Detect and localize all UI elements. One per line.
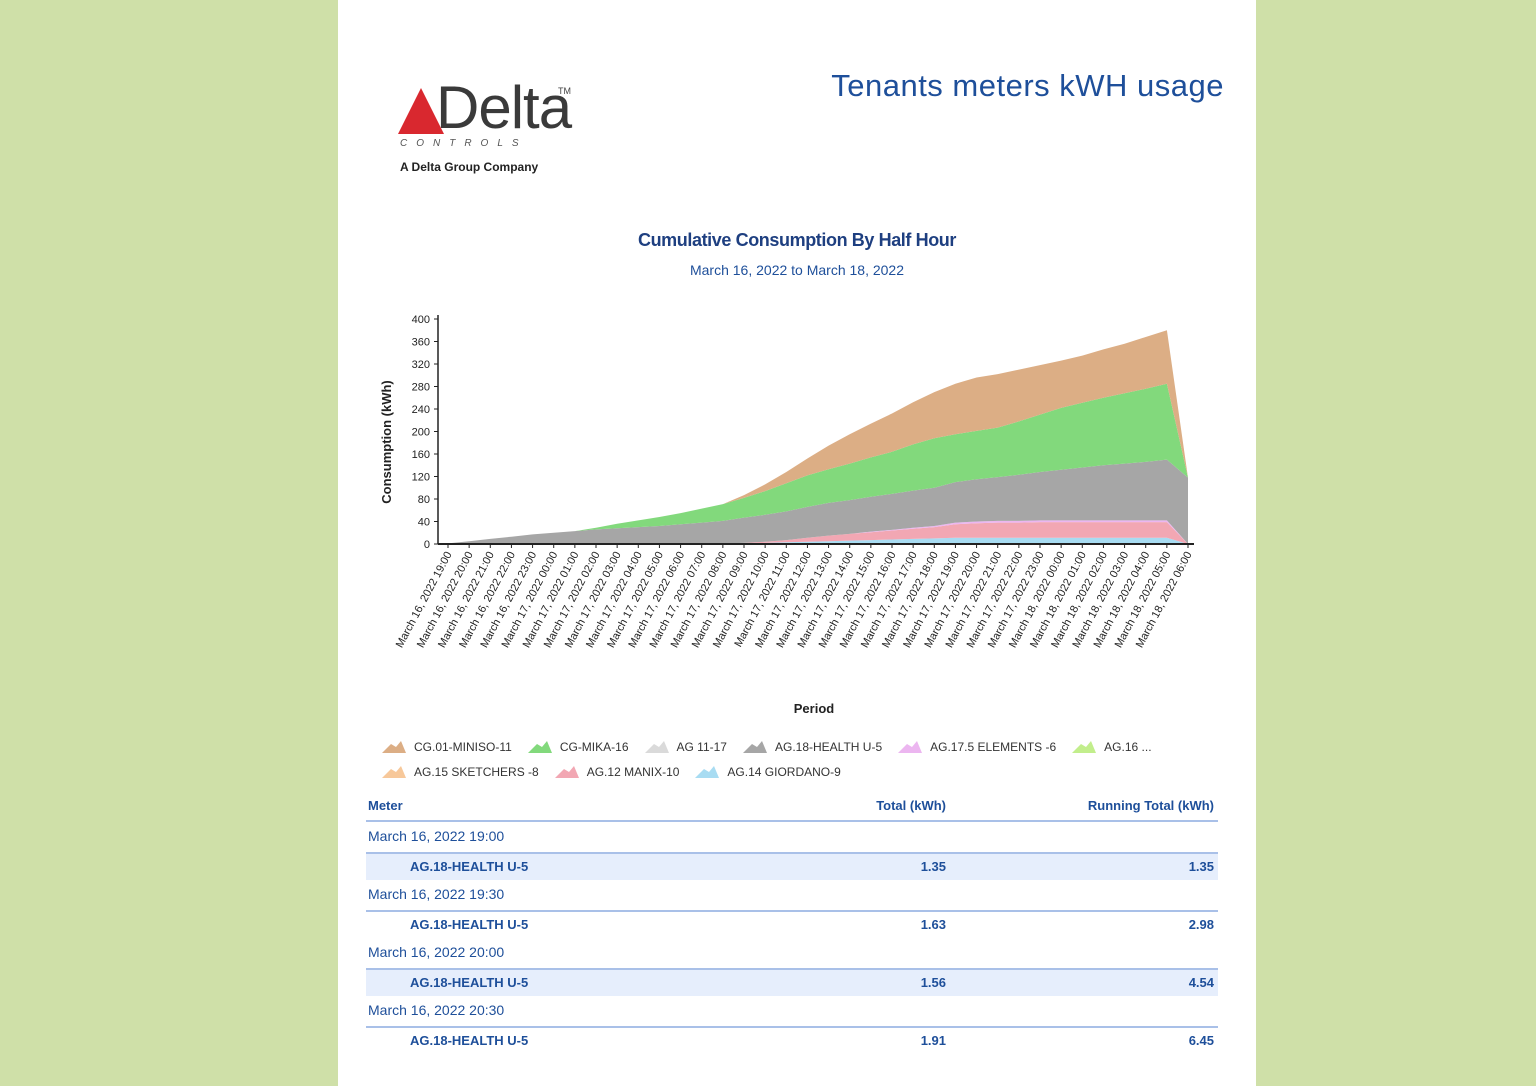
period-group-row: March 16, 2022 20:30 <box>366 996 1218 1028</box>
area-series <box>448 522 1188 544</box>
period-label: March 16, 2022 19:30 <box>368 886 505 902</box>
area-series <box>448 383 1188 544</box>
report-page: Delta TM CONTROLS A Delta Group Company … <box>338 0 1256 1086</box>
table-row: AG.18-HEALTH U-5 1.63 2.98 <box>366 912 1218 938</box>
running-total-value: 2.98 <box>1188 917 1214 932</box>
y-tick-label: 320 <box>412 359 430 371</box>
period-group-row: March 16, 2022 20:00 <box>366 938 1218 970</box>
y-tick-label: 40 <box>418 517 430 529</box>
legend-area-swatch-icon <box>382 765 406 778</box>
total-value: 1.56 <box>920 975 946 990</box>
x-axis-title: Period <box>794 701 835 716</box>
legend-item[interactable]: AG.15 SKETCHERS -8 <box>382 765 539 779</box>
table-row: AG.18-HEALTH U-5 1.91 6.45 <box>366 1028 1218 1054</box>
report-title: Tenants meters kWH usage <box>831 68 1224 103</box>
legend-row: AG.15 SKETCHERS -8 AG.12 MANIX-10 AG.14 GI… <box>382 759 1232 784</box>
y-tick-label: 280 <box>412 382 430 394</box>
y-tick-label: 0 <box>424 539 430 551</box>
table-row: AG.18-HEALTH U-5 1.56 4.54 <box>366 970 1218 996</box>
legend-row: CG.01-MINISO-11 CG-MIKA-16 AG 11-17 AG.18-H… <box>382 734 1232 759</box>
total-value: 1.63 <box>920 917 946 932</box>
table-header: Meter Total (kWh) Running Total (kWh) <box>366 796 1218 822</box>
legend-area-swatch-icon <box>644 740 669 753</box>
consumption-table: Meter Total (kWh) Running Total (kWh) Ma… <box>366 796 1218 1054</box>
legend-item[interactable]: AG.18-HEALTH U-5 <box>742 739 883 754</box>
y-tick-label: 360 <box>412 337 430 349</box>
total-value: 1.35 <box>920 859 946 874</box>
delta-triangle-icon <box>398 88 444 134</box>
area-series <box>448 537 1188 544</box>
legend-label: AG.16 ... <box>1104 739 1152 754</box>
delta-controls-logo: Delta TM CONTROLS A Delta Group Company <box>398 76 598 182</box>
meter: AG.18-HEALTH U-5 <box>410 917 529 932</box>
header-total: Total (kWh) <box>876 798 946 813</box>
legend-item[interactable]: AG.16 ... <box>1072 739 1152 754</box>
meter: AG.18-HEALTH U-5 <box>410 975 529 990</box>
logo-subtitle: CONTROLS <box>400 138 528 149</box>
legend-item[interactable]: CG-MIKA-16 <box>527 739 629 754</box>
area-series <box>448 459 1188 544</box>
running-total-value: 6.45 <box>1188 1033 1214 1048</box>
period-group-row: March 16, 2022 19:00 <box>366 822 1218 854</box>
chart-legend: CG.01-MINISO-11 CG-MIKA-16 AG 11-17 AG.18-H… <box>382 734 1232 784</box>
legend-label: AG 11-17 <box>676 739 727 754</box>
y-tick-label: 240 <box>412 404 430 416</box>
legend-item[interactable]: CG.01-MINISO-11 <box>382 740 512 754</box>
header-meter: Meter <box>368 798 403 813</box>
logo-company: A Delta Group Company <box>400 160 539 174</box>
period-label: March 16, 2022 20:00 <box>368 944 505 960</box>
legend-label: AG.18-HEALTH U-5 <box>774 739 883 754</box>
legend-area-swatch-icon <box>742 740 767 753</box>
period-label: March 16, 2022 20:30 <box>368 1002 505 1018</box>
legend-label: CG.01-MINISO-11 <box>414 739 512 754</box>
legend-area-swatch-icon <box>1072 740 1097 753</box>
legend-label: AG.15 SKETCHERS -8 <box>414 764 539 779</box>
legend-label: AG.12 MANIX-10 <box>586 764 680 779</box>
period-group-row: March 16, 2022 19:30 <box>366 880 1218 912</box>
total-value: 1.91 <box>920 1033 946 1048</box>
legend-item[interactable]: AG.12 MANIX-10 <box>554 764 680 779</box>
legend-area-swatch-icon <box>382 740 406 753</box>
legend-item[interactable]: AG.14 GIORDANO-9 <box>695 764 841 779</box>
logo-trademark: TM <box>558 86 571 96</box>
meter: AG.18-HEALTH U-5 <box>410 1033 529 1048</box>
y-tick-label: 200 <box>412 427 430 439</box>
legend-area-swatch-icon <box>898 740 923 753</box>
meter: AG.18-HEALTH U-5 <box>410 859 529 874</box>
y-axis-title: Consumption (kWh) <box>379 380 394 503</box>
area-series <box>448 330 1188 544</box>
chart-title: Cumulative Consumption By Half Hour <box>637 230 957 250</box>
table-row: AG.18-HEALTH U-5 1.35 1.35 <box>366 854 1218 880</box>
y-tick-label: 400 <box>412 314 430 326</box>
chart-subtitle: March 16, 2022 to March 18, 2022 <box>689 262 905 278</box>
logo-wordmark: Delta <box>436 74 572 141</box>
legend-label: AG.17.5 ELEMENTS -6 <box>930 739 1057 754</box>
legend-item[interactable]: AG 11-17 <box>644 739 727 754</box>
legend-label: AG.14 GIORDANO-9 <box>727 764 841 779</box>
legend-area-swatch-icon <box>527 740 552 753</box>
running-total-value: 4.54 <box>1188 975 1214 990</box>
period-label: March 16, 2022 19:00 <box>368 828 505 844</box>
header-running-total: Running Total (kWh) <box>1087 798 1214 813</box>
legend-area-swatch-icon <box>695 765 720 778</box>
y-tick-label: 120 <box>412 472 430 484</box>
running-total-value: 1.35 <box>1188 859 1214 874</box>
legend-label: CG-MIKA-16 <box>559 739 629 754</box>
legend-item[interactable]: AG.17.5 ELEMENTS -6 <box>898 740 1056 754</box>
y-tick-label: 80 <box>418 494 430 506</box>
y-tick-label: 160 <box>412 449 430 461</box>
legend-area-swatch-icon <box>554 765 579 778</box>
